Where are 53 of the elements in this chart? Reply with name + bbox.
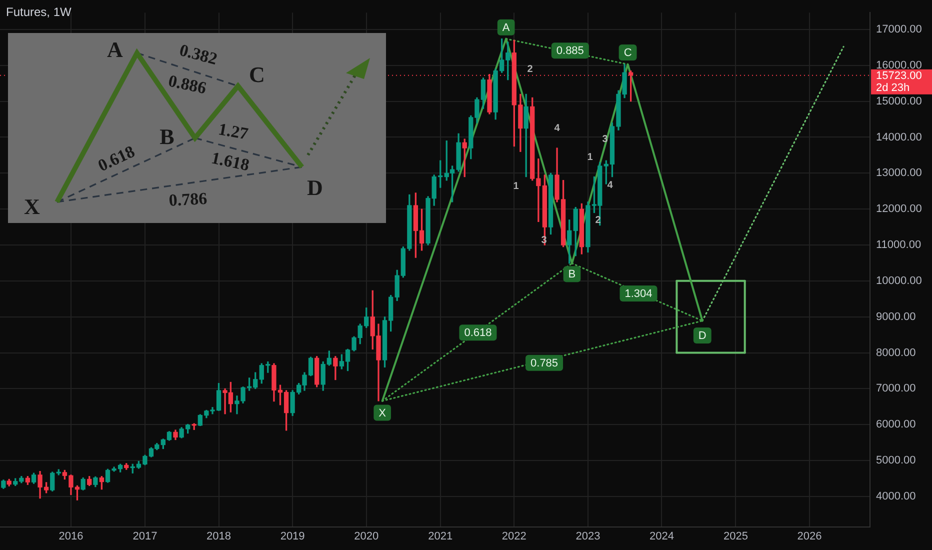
annotation: 1.27 — [216, 119, 250, 144]
annotation: 0.618 — [94, 142, 138, 176]
x-tick-label: 2026 — [797, 530, 822, 543]
x-tick-label: 2016 — [58, 530, 84, 543]
y-tick-label: 5000.00 — [876, 454, 916, 467]
y-tick-label: 13000.00 — [876, 167, 922, 180]
ref-line-label: 15723.00 — [876, 70, 922, 82]
x-tick-label: 2017 — [132, 530, 158, 543]
annotation: A — [502, 22, 510, 34]
annotation: 1 — [513, 180, 520, 192]
x-tick-label: 2021 — [428, 530, 453, 543]
annotation: B — [568, 268, 576, 281]
x-tick-label: 2020 — [354, 530, 379, 543]
annotation: 0.885 — [556, 45, 584, 58]
annotation: 2 — [527, 64, 534, 75]
annotation: 0.382 — [177, 40, 220, 69]
annotation: 0.618 — [464, 327, 492, 340]
annotation: C — [624, 47, 632, 60]
y-tick-label: 10000.00 — [876, 274, 922, 287]
annotation: 4 — [554, 122, 560, 134]
y-tick-label: 12000.00 — [876, 203, 922, 216]
annotation: 1 — [587, 152, 594, 163]
y-tick-label: 14000.00 — [876, 131, 922, 144]
x-tick-label: 2018 — [206, 530, 232, 543]
annotation: 4 — [607, 180, 614, 191]
y-tick-label: 11000.00 — [876, 239, 922, 252]
chart-title: Futures, 1W — [6, 5, 72, 19]
y-tick-label: 4000.00 — [876, 490, 916, 502]
y-tick-label: 17000.00 — [876, 24, 922, 36]
annotation: A — [107, 37, 124, 62]
y-tick-label: 9000.00 — [876, 310, 916, 323]
x-tick-label: 2024 — [650, 530, 674, 543]
annotation: B — [160, 124, 175, 150]
y-tick-label: 8000.00 — [876, 346, 916, 359]
annotation: 0.886 — [166, 71, 208, 98]
annotation: 0.786 — [168, 188, 208, 210]
annotation: D — [307, 175, 323, 200]
annotation: D — [698, 330, 706, 342]
y-tick-label: 6000.00 — [876, 418, 916, 431]
x-tick-label: 2019 — [280, 530, 305, 543]
annotation: X — [24, 194, 40, 220]
annotation: C — [249, 62, 265, 88]
text: 2d 23h — [876, 82, 910, 94]
x-tick-label: 2022 — [502, 530, 526, 543]
annotation: 1.304 — [624, 288, 652, 300]
x-tick-label: 2023 — [576, 530, 600, 543]
annotation: X — [378, 407, 387, 420]
y-tick-label: 7000.00 — [876, 382, 916, 395]
annotation: 1.618 — [210, 148, 252, 175]
y-tick-label: 16000.00 — [876, 59, 922, 72]
y-tick-label: 15000.00 — [876, 95, 922, 108]
annotation: 0.785 — [530, 357, 558, 370]
x-tick-label: 2025 — [724, 530, 748, 543]
